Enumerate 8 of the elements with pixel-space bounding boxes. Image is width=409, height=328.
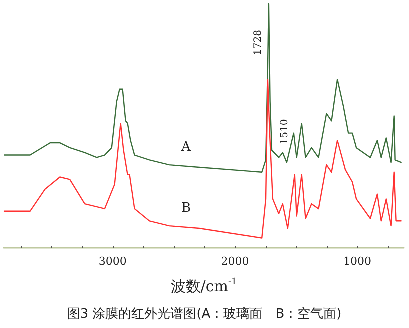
x-tick-label: 2000: [221, 255, 250, 268]
text: 图3 涂膜的红外光谱图(A：玻璃面 B：空气面): [67, 307, 342, 322]
series-label: B: [182, 201, 192, 216]
x-tick-label: 3000: [98, 255, 127, 268]
x-tick-label: 1000: [344, 255, 372, 268]
annotation: 1510: [280, 119, 291, 145]
annotation: 1728: [252, 30, 264, 56]
series-label: A: [180, 140, 192, 156]
